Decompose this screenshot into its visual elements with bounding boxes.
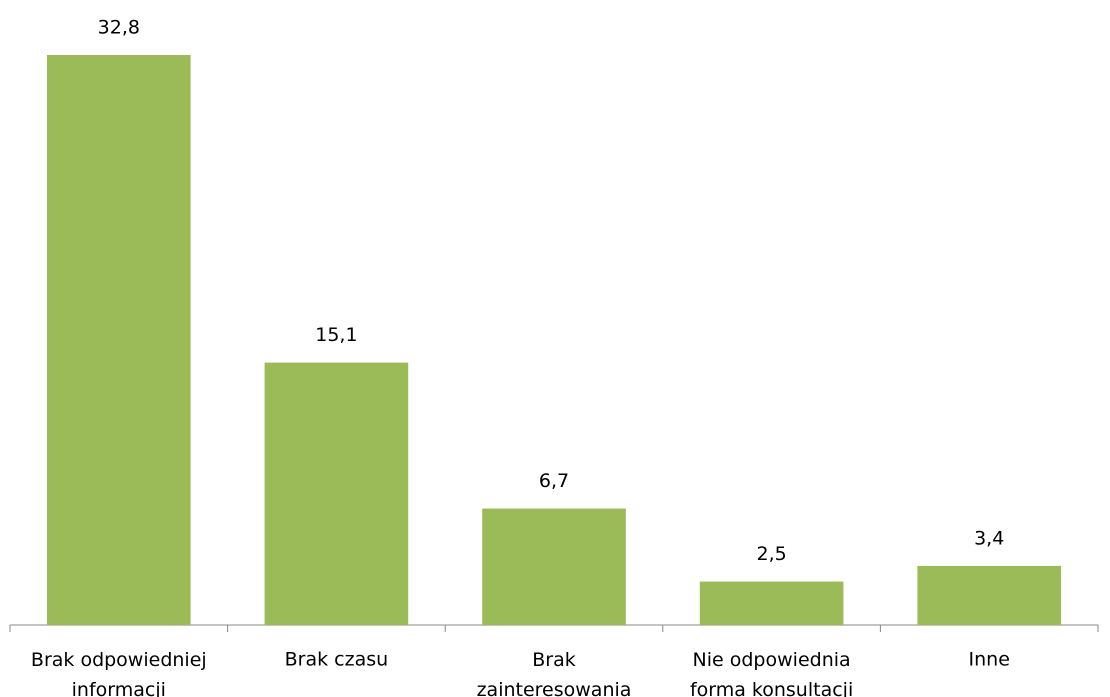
x-tick-label: Brak odpowiedniej informacji [31,649,207,697]
data-label: 15,1 [315,324,357,346]
bar [699,581,844,625]
x-tick-label: Nie odpowiednia forma konsultacji [690,649,853,697]
data-label: 32,8 [98,17,140,39]
bar [917,565,1062,625]
bar [46,55,191,625]
bar [264,362,409,625]
x-tick-label: Brak zainteresowania [477,649,632,697]
data-label: 6,7 [539,470,569,492]
data-label: 3,4 [974,527,1004,549]
bar [482,508,626,625]
x-tick-label: Inne [969,649,1010,671]
x-tick-label: Brak czasu [285,649,389,671]
data-label: 2,5 [756,543,786,565]
